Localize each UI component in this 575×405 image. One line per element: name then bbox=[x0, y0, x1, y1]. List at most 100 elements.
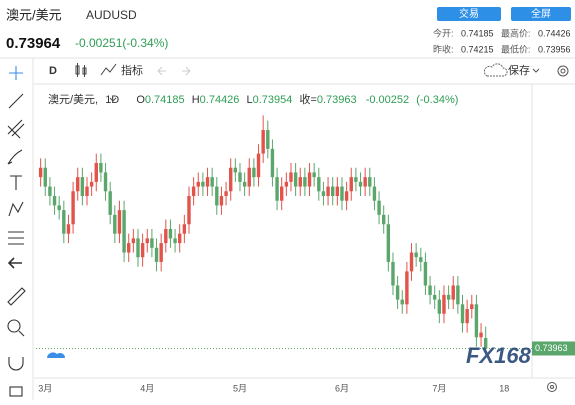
candle-body bbox=[451, 285, 455, 300]
pattern-tool[interactable] bbox=[8, 201, 24, 217]
interval-button[interactable]: D bbox=[49, 65, 57, 77]
candle-body bbox=[145, 238, 149, 244]
candle-body bbox=[317, 177, 321, 192]
candle-body bbox=[414, 252, 418, 258]
candle-body bbox=[298, 177, 302, 187]
ruler-tool[interactable] bbox=[7, 287, 26, 306]
candle-body bbox=[331, 186, 335, 196]
candle-body bbox=[275, 177, 279, 201]
settings-icon[interactable] bbox=[557, 65, 569, 77]
interval-dropdown[interactable] bbox=[109, 97, 117, 102]
candle-body bbox=[182, 224, 187, 234]
candle-type-icon[interactable] bbox=[75, 63, 87, 77]
cloud-badge[interactable] bbox=[47, 352, 65, 358]
candle-body bbox=[368, 177, 372, 187]
legend-high: 0.74426 bbox=[200, 94, 240, 106]
text-tool[interactable] bbox=[10, 175, 22, 190]
candle-body bbox=[349, 177, 353, 192]
candle-body bbox=[307, 172, 312, 187]
chart-legend: 澳元/美元, 1D O0.74185 H0.74426 L0.73954 收=0… bbox=[48, 92, 458, 106]
legend-change: -0.00252 bbox=[366, 94, 409, 106]
candle-body bbox=[446, 294, 451, 300]
candle-body bbox=[340, 186, 344, 201]
candle-body bbox=[76, 177, 80, 192]
stat-value: 0.73956 bbox=[538, 44, 571, 54]
brush-tool[interactable] bbox=[7, 149, 23, 165]
candle-body bbox=[52, 195, 57, 206]
fullscreen-button[interactable] bbox=[511, 7, 571, 21]
candle-body bbox=[437, 299, 442, 314]
fib-tool[interactable] bbox=[8, 231, 24, 245]
stat-value: 0.74185 bbox=[461, 28, 494, 38]
candle-body bbox=[71, 191, 75, 225]
candle-body bbox=[43, 167, 47, 187]
trade-button-label[interactable]: 交易 bbox=[459, 7, 479, 20]
symbol: AUDUSD bbox=[86, 8, 137, 22]
save-dropdown[interactable] bbox=[532, 68, 540, 73]
candle-body bbox=[159, 243, 163, 262]
candle-body bbox=[382, 214, 386, 225]
undo-icon[interactable] bbox=[157, 66, 166, 76]
x-tick-label: 18 bbox=[499, 383, 509, 393]
price: 0.73964 bbox=[6, 35, 61, 52]
candle-body bbox=[122, 210, 126, 253]
candle-body bbox=[131, 238, 136, 244]
candle-body bbox=[261, 130, 265, 154]
candle-body bbox=[256, 153, 261, 178]
candle-body bbox=[187, 195, 191, 225]
watermark: FX168 bbox=[466, 343, 532, 368]
line-tool[interactable] bbox=[8, 93, 24, 109]
candle-body bbox=[428, 285, 432, 295]
stat-label: 今开: bbox=[433, 27, 454, 38]
axis-settings-icon[interactable] bbox=[547, 382, 557, 392]
candle-body bbox=[358, 181, 363, 187]
legend-high-label: H bbox=[192, 94, 200, 106]
candle-body bbox=[89, 181, 94, 187]
candle-body bbox=[354, 177, 358, 182]
indicators-button[interactable]: 指标 bbox=[121, 63, 143, 77]
legend-open-label: O bbox=[136, 94, 145, 106]
back-tool[interactable] bbox=[7, 257, 22, 269]
candle-body bbox=[210, 177, 214, 187]
candle-body bbox=[127, 243, 131, 253]
fullscreen-button-label[interactable]: 全屏 bbox=[531, 7, 551, 20]
zoom-tool[interactable] bbox=[7, 319, 21, 333]
candle-body bbox=[99, 163, 103, 173]
x-tick-label: 7月 bbox=[432, 383, 446, 393]
candle-body bbox=[150, 238, 154, 248]
candle-body bbox=[154, 247, 159, 262]
trade-button[interactable] bbox=[437, 7, 501, 21]
indicators-icon[interactable] bbox=[100, 63, 117, 76]
zoom-tool[interactable] bbox=[18, 330, 25, 337]
pitchfork-tool[interactable] bbox=[7, 119, 25, 139]
candle-body bbox=[229, 167, 233, 192]
save-button[interactable]: 保存 bbox=[508, 63, 530, 77]
candle-body bbox=[289, 172, 293, 182]
candle-body bbox=[363, 177, 367, 187]
candle-body bbox=[335, 186, 340, 196]
candle-body bbox=[405, 271, 409, 305]
candle-body bbox=[80, 177, 85, 196]
candle-body bbox=[224, 191, 228, 196]
candle-body bbox=[326, 186, 330, 196]
candle-body bbox=[442, 294, 446, 314]
lock-tool[interactable] bbox=[9, 386, 23, 397]
candle-body bbox=[38, 167, 43, 178]
candle-body bbox=[103, 172, 108, 192]
candle-body bbox=[113, 214, 117, 234]
candle-body bbox=[409, 252, 414, 272]
candle-body bbox=[465, 309, 469, 324]
candle-body bbox=[85, 186, 89, 196]
candle-body bbox=[164, 228, 168, 244]
candle-body bbox=[470, 304, 474, 310]
candle-body bbox=[312, 172, 316, 178]
magnet-tool[interactable] bbox=[8, 357, 24, 371]
candle-body bbox=[280, 186, 284, 201]
crosshair-tool[interactable] bbox=[9, 66, 23, 80]
candle-body bbox=[136, 238, 140, 258]
candle-body bbox=[219, 195, 224, 206]
candle-body bbox=[178, 233, 182, 244]
candle-body bbox=[460, 304, 465, 324]
redo-icon[interactable] bbox=[182, 66, 191, 76]
candle-body bbox=[321, 191, 326, 196]
